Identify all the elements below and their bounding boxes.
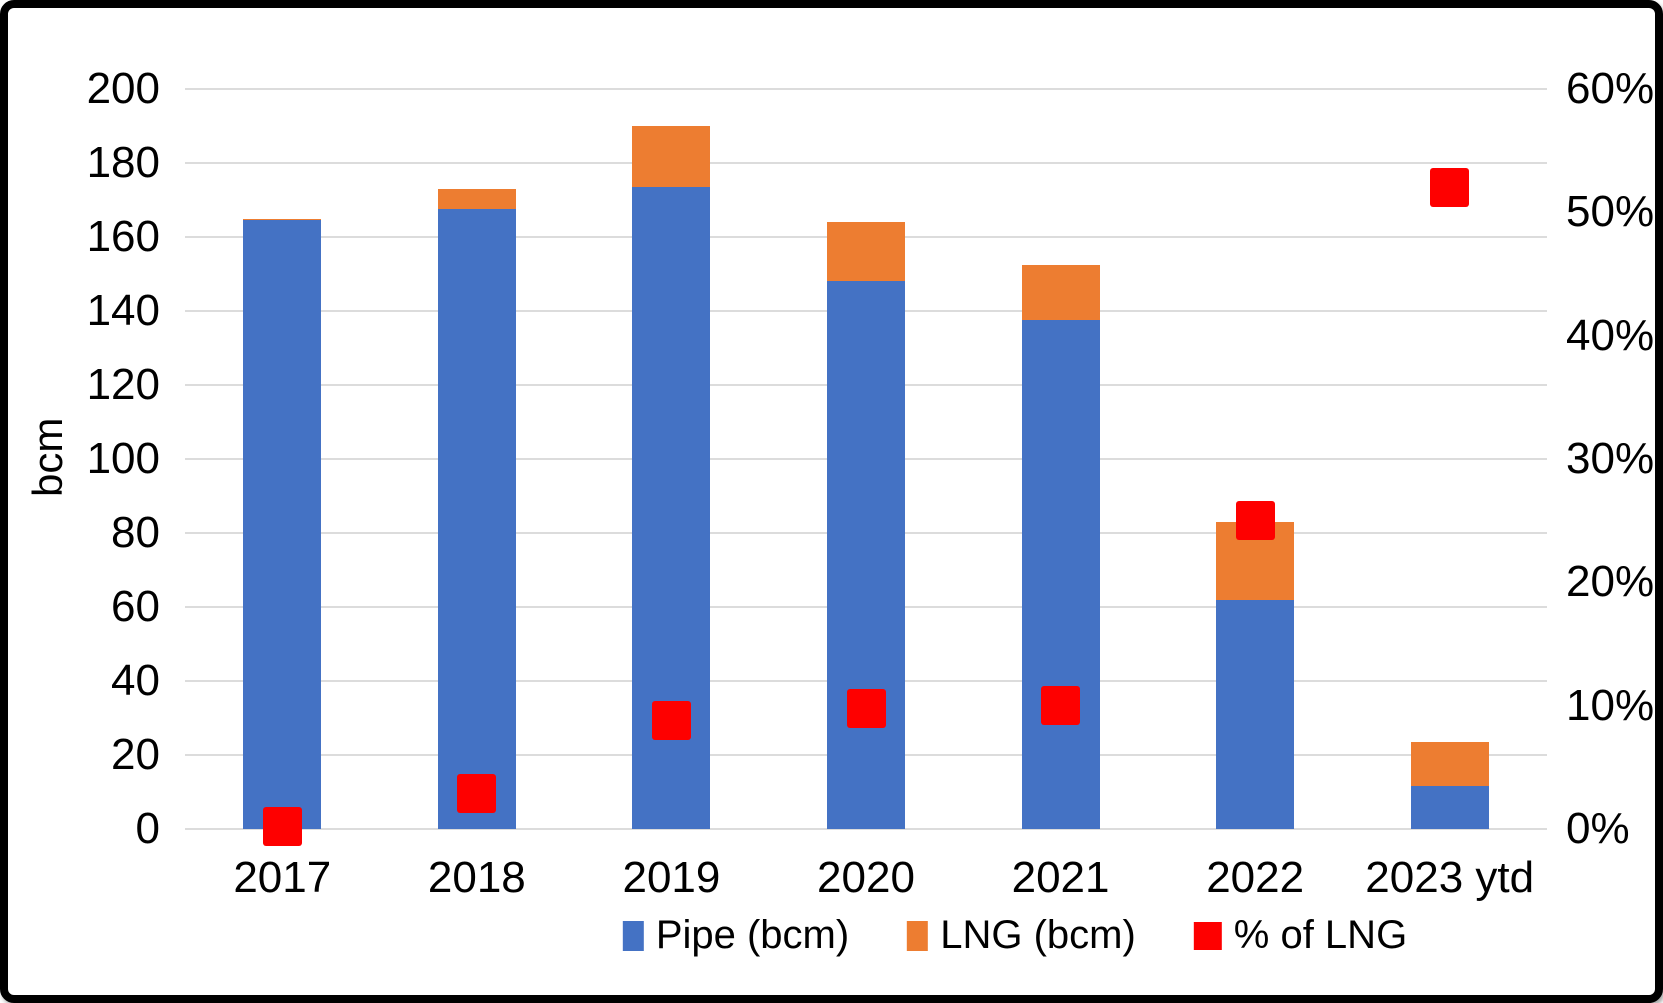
x-axis-label-2018: 2018 [427,853,526,902]
lng-share-marker-2017 [262,807,302,847]
bar-segment-lng-2020 [827,222,905,282]
bar-segment-lng-2023-ytd [1410,742,1489,787]
left-axis-tick-label: 140 [86,286,160,335]
legend-item-pipe: Pipe (bcm) [622,913,850,958]
left-axis-tick-label: 60 [111,582,160,631]
legend-item-pct: % of LNG [1193,913,1408,958]
lng-share-marker-2021 [1041,686,1081,726]
right-axis-tick-label: 0% [1566,804,1630,853]
lng-share-marker-2022 [1235,501,1275,541]
legend-swatch-pct-icon [1193,921,1222,950]
x-axis-label-2017: 2017 [233,853,332,902]
bar-segment-lng-2021 [1021,264,1100,321]
bar-segment-lng-2019 [632,126,711,188]
lng-share-marker-2023-ytd [1430,168,1470,208]
left-axis-tick-label: 180 [86,138,160,187]
bar-segment-pipe-2020 [827,281,905,829]
legend-swatch-pipe-icon [622,920,644,951]
right-axis-tick-label: 40% [1566,310,1655,360]
left-axis-tick-label: 20 [111,730,160,779]
legend-label-lng: LNG (bcm) [940,913,1136,957]
legend-item-lng: LNG (bcm) [907,913,1136,958]
legend: Pipe (bcm) LNG (bcm) % of LNG [622,913,1408,958]
gridline [185,828,1547,830]
right-axis-tick-label: 30% [1566,434,1655,483]
x-axis-label-2020: 2020 [817,853,915,902]
bar-segment-pipe-2017 [243,220,322,829]
bar-segment-pipe-2021 [1021,320,1100,829]
x-axis-label-2022: 2022 [1206,853,1305,902]
x-axis-label-2019: 2019 [622,853,721,902]
left-axis-tick-label: 40 [111,656,160,705]
lng-share-marker-2020 [846,688,886,728]
right-axis-tick-label: 20% [1566,557,1655,607]
bar-segment-lng-2018 [437,188,516,210]
legend-label-pct: % of LNG [1233,913,1408,957]
left-axis-tick-label: 0 [135,804,160,853]
lng-share-marker-2019 [651,700,691,740]
x-axis-label-2021: 2021 [1011,853,1110,902]
x-axis-label-2023-ytd: 2023 ytd [1365,853,1535,902]
left-axis-tick-label: 160 [86,212,160,261]
bar-segment-pipe-2018 [437,209,516,829]
legend-swatch-lng-icon [907,920,929,951]
bar-segment-lng-2017 [243,218,322,221]
left-axis-tick-label: 100 [86,434,160,483]
right-axis-tick-label: 60% [1566,64,1655,113]
bar-segment-pipe-2023-ytd [1410,786,1489,829]
bar-segment-pipe-2022 [1216,599,1295,829]
lng-share-marker-2018 [457,773,497,813]
gridline [185,162,1547,164]
left-axis-tick-label: 120 [86,360,160,409]
right-axis-tick-label: 10% [1566,680,1655,730]
plot-area [185,88,1547,847]
left-axis-tick-label: 80 [111,508,160,557]
gridline [185,88,1547,90]
right-axis-tick-label: 50% [1566,187,1655,237]
legend-label-pipe: Pipe (bcm) [655,913,850,957]
left-axis-tick-label: 200 [86,64,160,113]
